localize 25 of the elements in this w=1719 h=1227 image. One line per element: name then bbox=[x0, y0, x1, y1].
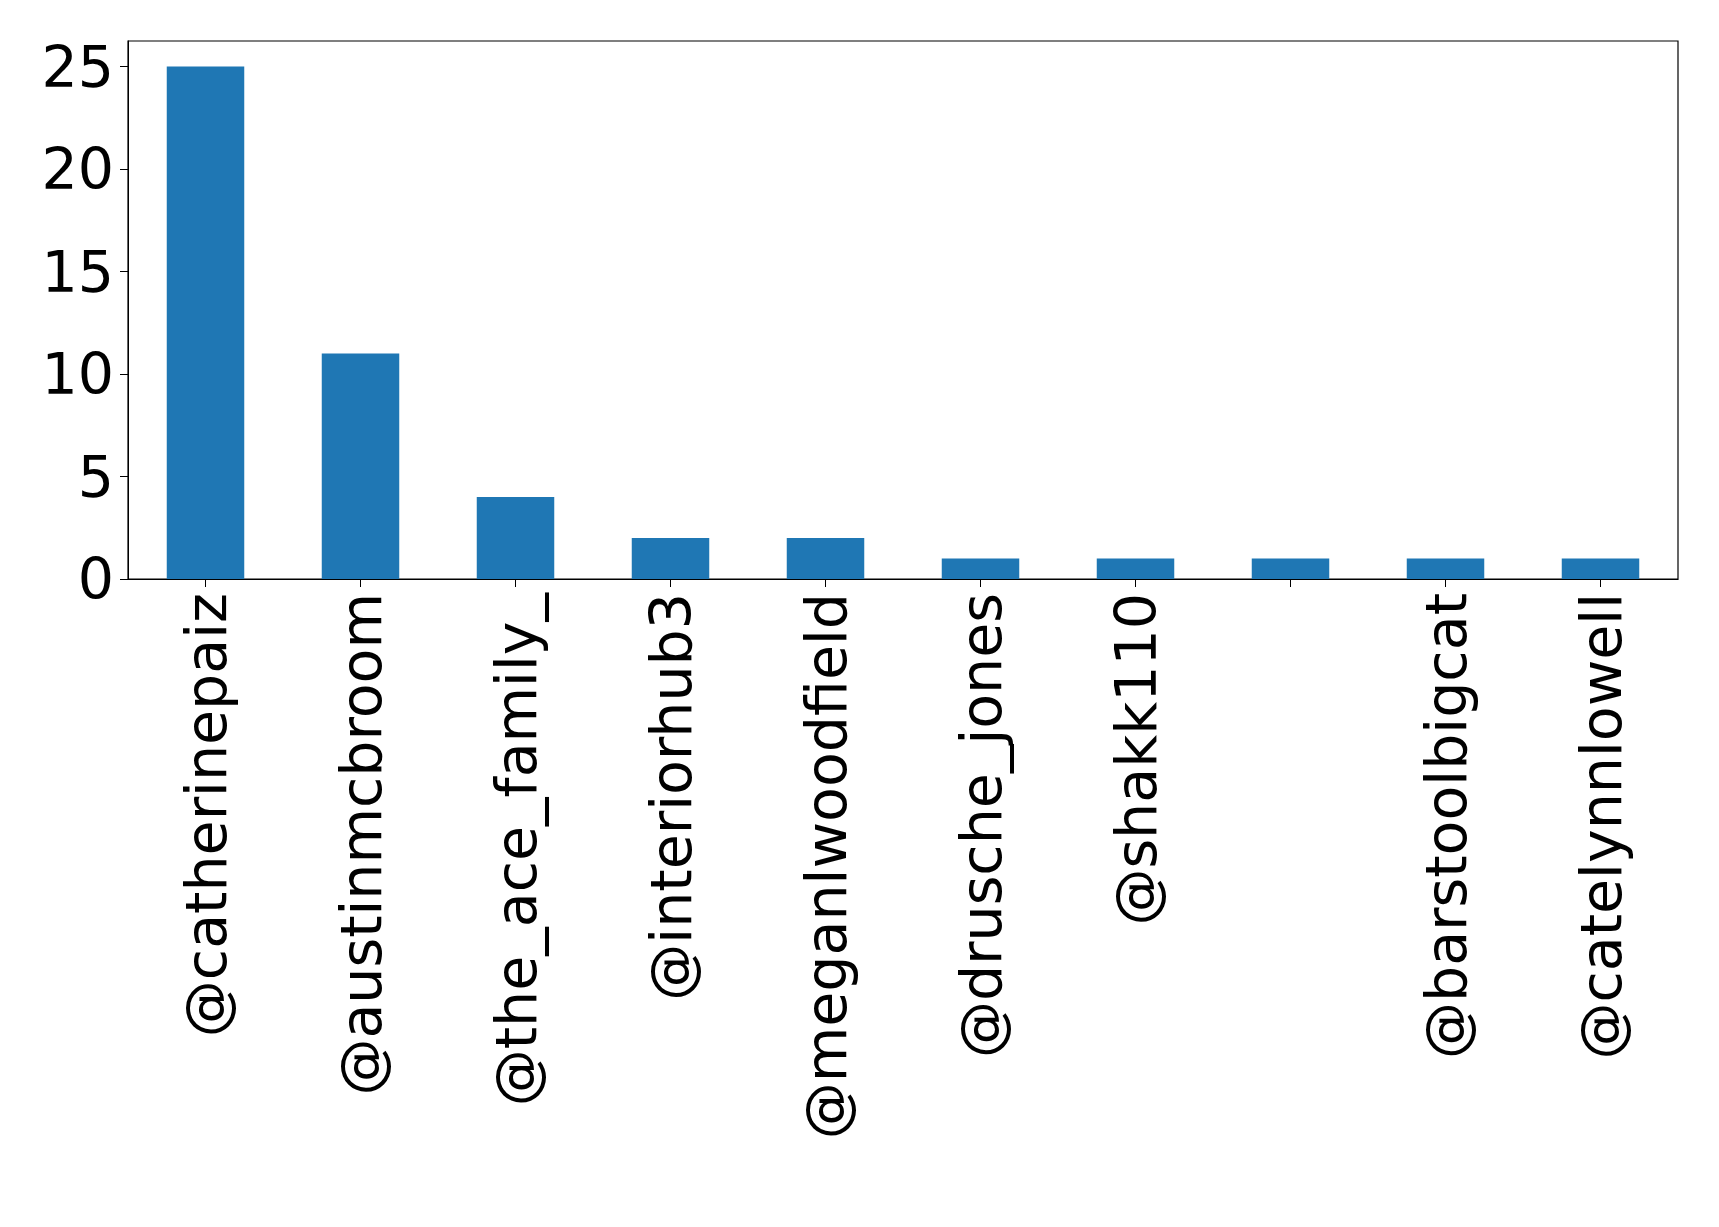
y-tick-label: 25 bbox=[41, 33, 114, 100]
bar bbox=[166, 66, 245, 579]
x-tick-label: @catelynnlowell bbox=[1567, 593, 1634, 1060]
x-tick-label: @barstoolbigcat bbox=[1412, 593, 1479, 1059]
bar bbox=[941, 558, 1020, 579]
bar bbox=[1096, 558, 1175, 579]
x-tick-label: @interiorhub3 bbox=[637, 593, 704, 1001]
x-tick-label: @drusche_jones bbox=[947, 593, 1014, 1059]
y-tick-label: 0 bbox=[77, 546, 114, 612]
y-tick-label: 15 bbox=[41, 238, 114, 305]
y-tick-label: 5 bbox=[77, 443, 114, 510]
x-tick-label: @shakk110 bbox=[1102, 593, 1169, 926]
bar bbox=[1561, 558, 1640, 579]
x-tick-label: @meganlwoodfield bbox=[792, 593, 859, 1140]
x-tick-label: @the_ace_family_ bbox=[482, 591, 549, 1107]
bar bbox=[476, 497, 555, 579]
bar bbox=[1406, 558, 1485, 579]
bar bbox=[321, 353, 400, 579]
bar bbox=[786, 538, 865, 579]
y-tick-label: 20 bbox=[41, 136, 114, 203]
x-tick-label: @catherinepaiz bbox=[172, 593, 239, 1038]
bar bbox=[631, 538, 710, 579]
bar bbox=[1251, 558, 1330, 579]
y-tick-label: 10 bbox=[41, 341, 114, 408]
x-tick-label: @austinmcbroom bbox=[327, 593, 394, 1096]
